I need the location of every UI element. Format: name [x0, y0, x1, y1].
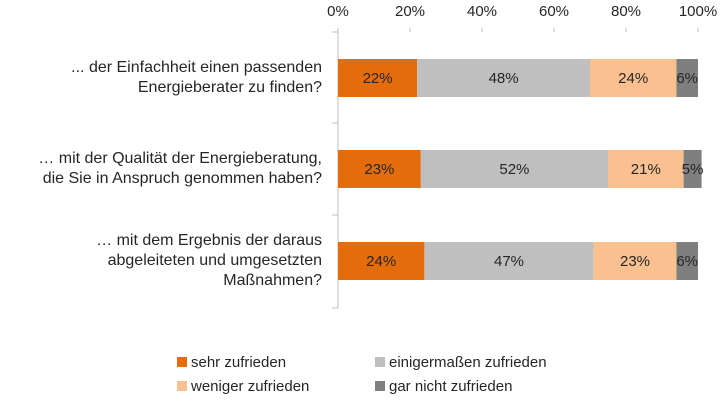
bar-segment — [338, 242, 425, 280]
bar-segment — [417, 59, 590, 97]
x-tick-label: 20% — [395, 3, 425, 20]
legend-swatch — [375, 381, 385, 391]
data-label: 24% — [366, 253, 396, 270]
legend-swatch — [177, 381, 187, 391]
x-tick-label: 0% — [327, 3, 349, 20]
legend-swatch — [177, 357, 187, 367]
legend-swatch — [375, 357, 385, 367]
x-tick-label: 80% — [611, 3, 641, 20]
bar-segment — [676, 242, 698, 280]
data-label: 22% — [363, 70, 393, 87]
bar-segment — [420, 150, 608, 188]
x-tick-label: 100% — [679, 3, 717, 20]
bar-segment — [338, 59, 418, 97]
bar-segment — [424, 242, 594, 280]
data-label: 21% — [631, 161, 661, 178]
data-label: 23% — [620, 253, 650, 270]
legend-label: gar nicht zufrieden — [389, 378, 512, 395]
category-label: … mit der Qualität der Energieberatung, … — [38, 150, 322, 187]
category-label: … mit dem Ergebnis der daraus abgeleitet… — [96, 232, 322, 289]
category-label: ... der Einfachheit einen passenden Ener… — [71, 59, 322, 96]
data-label: 5% — [682, 161, 704, 178]
legend-label: sehr zufrieden — [191, 354, 286, 371]
data-label: 47% — [494, 253, 524, 270]
bar-segment — [683, 150, 702, 188]
data-label: 6% — [676, 70, 698, 87]
bar-segment — [338, 150, 421, 188]
data-label: 6% — [676, 253, 698, 270]
bar-segment — [608, 150, 684, 188]
bar-segment — [590, 59, 677, 97]
x-tick-label: 60% — [539, 3, 569, 20]
legend-label: weniger zufrieden — [190, 378, 309, 395]
data-label: 52% — [499, 161, 529, 178]
data-label: 48% — [489, 70, 519, 87]
data-label: 24% — [618, 70, 648, 87]
data-label: 23% — [364, 161, 394, 178]
x-tick-label: 40% — [467, 3, 497, 20]
bar-segment — [593, 242, 677, 280]
legend-label: einigermaßen zufrieden — [389, 354, 547, 371]
bar-segment — [676, 59, 698, 97]
